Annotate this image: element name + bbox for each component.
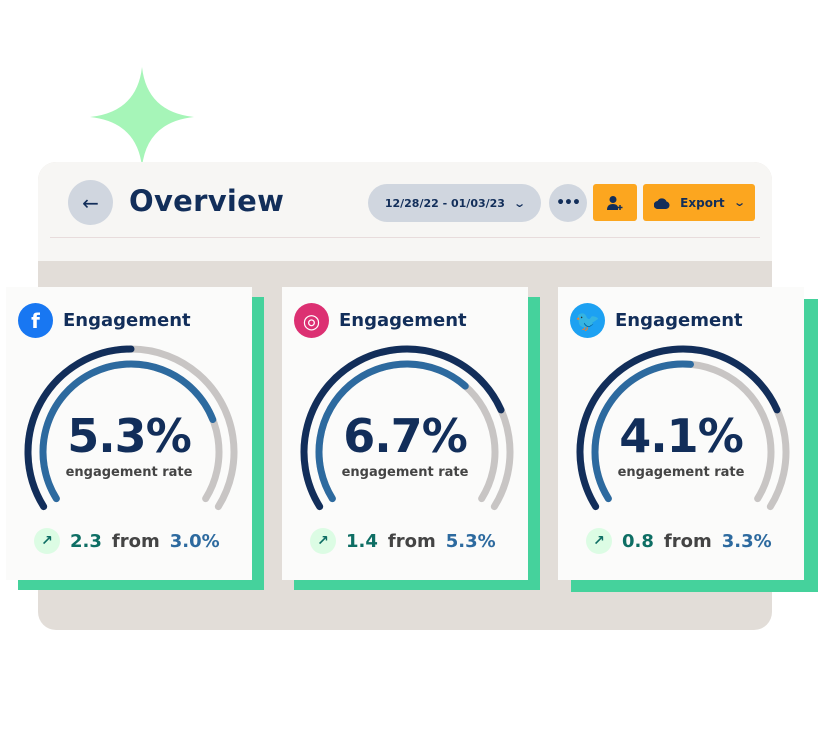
date-range-picker[interactable]: 12/28/22 - 01/03/23 ⌄ — [368, 184, 541, 222]
change-indicator: ↗ 1.4 from 5.3% — [310, 528, 496, 554]
chevron-down-icon: ⌄ — [513, 196, 527, 210]
engagement-gauge — [576, 345, 790, 511]
trend-up-icon: ↗ — [34, 528, 60, 554]
facebook-icon: f — [18, 303, 53, 338]
export-label: Export — [680, 195, 725, 210]
from-label: from — [663, 530, 712, 552]
engagement-card-instagram: ◎ Engagement 6.7% engagement rate ↗ 1.4 … — [282, 287, 528, 580]
previous-value: 3.0% — [169, 530, 220, 552]
engagement-subtitle: engagement rate — [617, 465, 745, 480]
from-label: from — [111, 530, 160, 552]
change-delta: 0.8 — [622, 530, 654, 552]
inner-progress-arc — [315, 360, 469, 503]
instagram-icon: ◎ — [294, 303, 329, 338]
chevron-down-icon: ⌄ — [732, 196, 746, 209]
engagement-subtitle: engagement rate — [65, 465, 193, 480]
engagement-card-twitter: 🐦 Engagement 4.1% engagement rate ↗ 0.8 … — [558, 287, 804, 580]
header-divider — [50, 237, 760, 238]
card-title: Engagement — [339, 310, 467, 331]
back-button[interactable]: ← — [68, 180, 113, 225]
card-title: Engagement — [615, 310, 743, 331]
date-range-label: 12/28/22 - 01/03/23 — [384, 196, 505, 210]
engagement-value: 5.3% — [67, 409, 192, 463]
change-delta: 1.4 — [346, 530, 378, 552]
sparkle-decoration — [90, 67, 194, 167]
engagement-card-facebook: f Engagement 5.3% engagement rate ↗ 2.3 … — [6, 287, 252, 580]
inner-progress-arc — [39, 360, 217, 503]
previous-value: 5.3% — [445, 530, 496, 552]
inner-progress-arc — [591, 360, 694, 503]
change-delta: 2.3 — [70, 530, 102, 552]
engagement-gauge — [300, 345, 514, 511]
user-plus-icon — [607, 195, 623, 210]
engagement-value: 6.7% — [343, 409, 468, 463]
export-button[interactable]: Export ⌄ — [643, 184, 755, 221]
card-header: f Engagement — [18, 303, 191, 338]
previous-value: 3.3% — [721, 530, 772, 552]
change-indicator: ↗ 2.3 from 3.0% — [34, 528, 220, 554]
engagement-gauge — [24, 345, 238, 511]
more-button[interactable]: ••• — [549, 184, 587, 222]
trend-up-icon: ↗ — [310, 528, 336, 554]
cloud-icon — [654, 197, 670, 209]
arrow-left-icon: ← — [82, 190, 99, 215]
trend-up-icon: ↗ — [586, 528, 612, 554]
engagement-value: 4.1% — [619, 409, 744, 463]
from-label: from — [387, 530, 436, 552]
card-header: 🐦 Engagement — [570, 303, 743, 338]
page-title: Overview — [129, 184, 285, 218]
outer-progress-arc — [576, 345, 781, 511]
header: ← Overview 12/28/22 - 01/03/23 ⌄ ••• Expo… — [38, 162, 772, 261]
add-user-button[interactable] — [593, 184, 637, 221]
outer-progress-arc — [24, 345, 135, 511]
twitter-icon: 🐦 — [570, 303, 605, 338]
engagement-subtitle: engagement rate — [341, 465, 469, 480]
card-header: ◎ Engagement — [294, 303, 467, 338]
card-title: Engagement — [63, 310, 191, 331]
outer-progress-arc — [300, 345, 505, 511]
change-indicator: ↗ 0.8 from 3.3% — [586, 528, 772, 554]
